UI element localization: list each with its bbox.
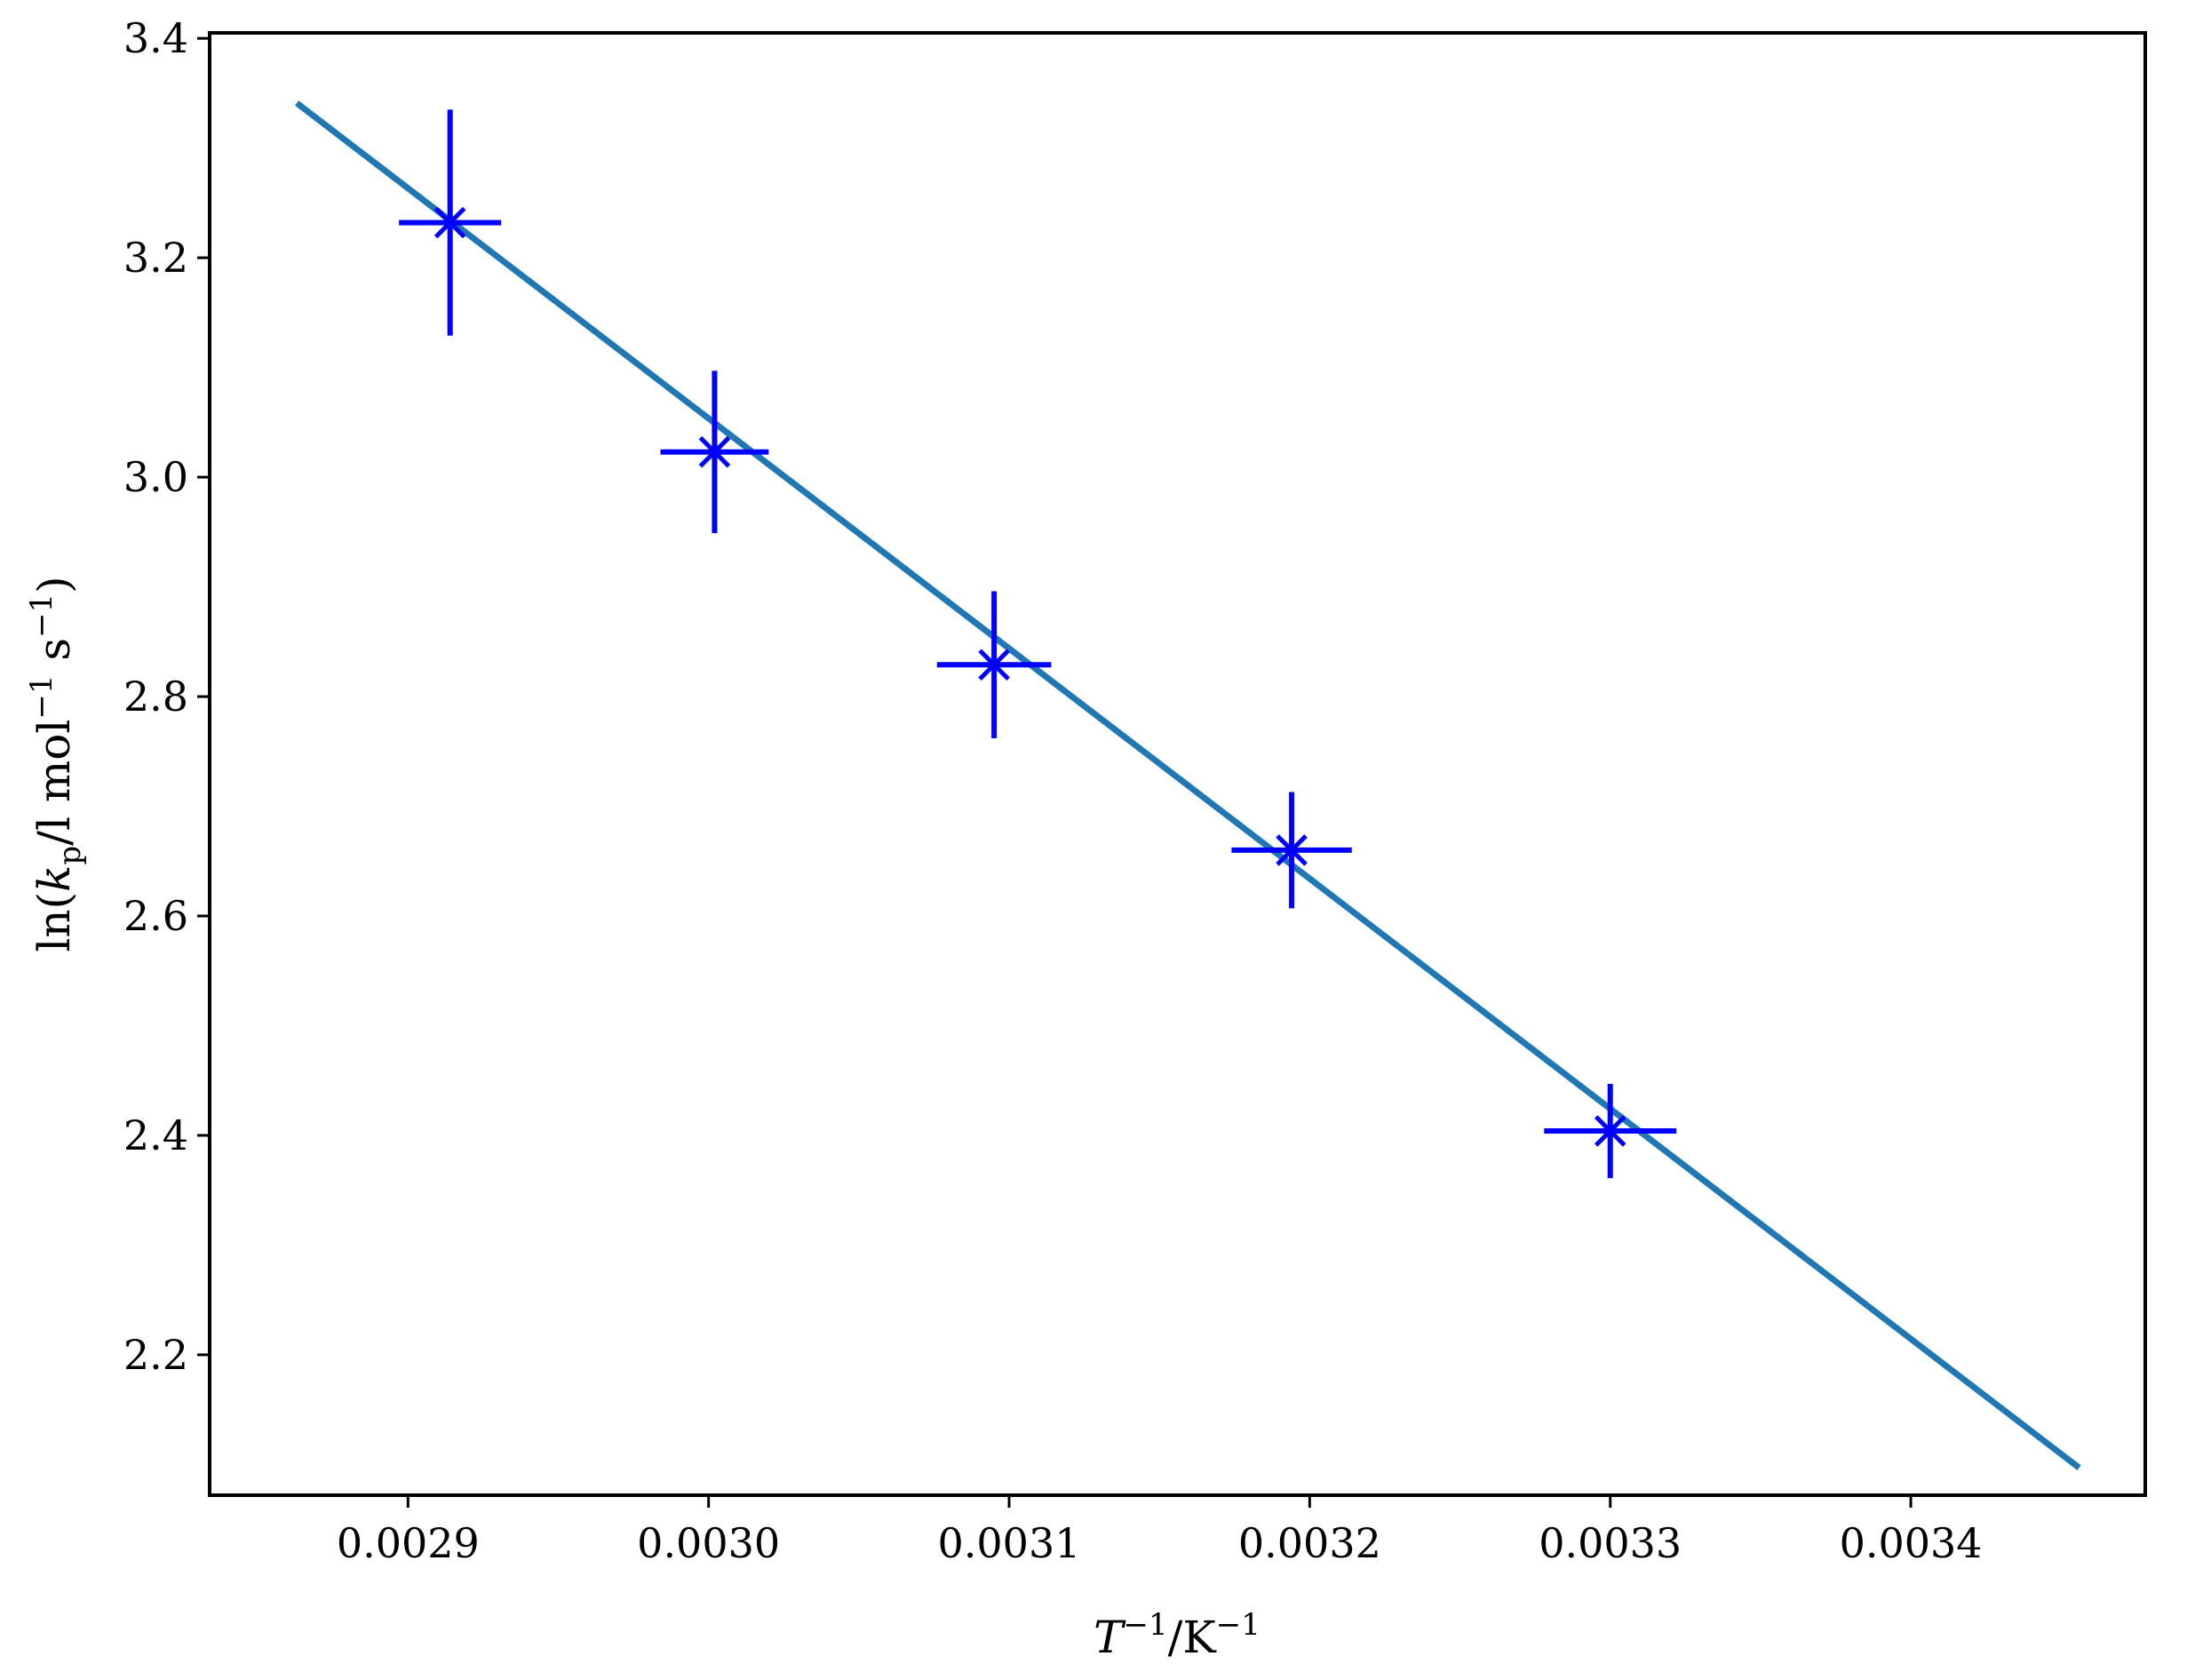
x-tick-label: 0.0032 <box>1238 1519 1381 1567</box>
x-axis-ticks: 0.0029 0.0030 0.0031 0.0032 0.0033 0.0034 <box>337 1495 1983 1567</box>
y-axis-label-variable: k <box>28 865 80 892</box>
x-tick-label: 0.0031 <box>938 1519 1081 1567</box>
x-axis-label-unit: /K <box>1168 1612 1218 1663</box>
y-axis-ticks: 2.2 2.4 2.6 2.8 3.0 3.2 3.4 <box>123 14 210 1379</box>
data-point <box>1231 792 1352 909</box>
y-axis-label-suffix: ) <box>28 576 80 593</box>
x-marker-stroke <box>1594 1115 1626 1147</box>
y-tick-label: 3.0 <box>123 453 188 501</box>
x-axis-label: T−1/K−1 <box>1094 1607 1261 1663</box>
y-axis-label-prefix: ln( <box>28 892 80 952</box>
x-axis-label-variable: T <box>1094 1612 1126 1663</box>
x-tick-label: 0.0033 <box>1539 1519 1682 1567</box>
plot-frame <box>208 31 2147 1497</box>
y-tick-label: 2.8 <box>123 673 188 721</box>
x-marker-stroke <box>433 206 466 239</box>
data-point <box>399 109 502 336</box>
y-axis-label-exponent1: −1 <box>24 675 60 720</box>
y-tick-label: 2.6 <box>123 892 188 940</box>
data-point <box>1544 1083 1677 1179</box>
data-point <box>936 591 1052 738</box>
x-axis-label-unit-exponent: −1 <box>1216 1607 1261 1643</box>
x-marker-stroke <box>1276 834 1308 866</box>
y-tick-label: 2.4 <box>123 1111 188 1159</box>
x-tick-label: 0.0034 <box>1840 1519 1983 1567</box>
x-tick-label: 0.0029 <box>337 1519 480 1567</box>
x-axis-label-exponent: −1 <box>1123 1607 1167 1643</box>
y-axis-label-unit1: /l mol <box>28 720 80 846</box>
x-marker-stroke <box>978 649 1010 681</box>
y-axis-label-subscript: p <box>52 846 88 865</box>
fit-line <box>294 100 2081 1470</box>
y-tick-label: 3.2 <box>123 234 188 282</box>
x-tick-label: 0.0030 <box>637 1519 780 1567</box>
y-tick-label: 2.2 <box>123 1331 188 1379</box>
y-axis-label: ln(kp/l mol−1 s−1) <box>24 576 88 951</box>
data-point <box>660 370 769 534</box>
data-points-layer <box>399 109 1677 1179</box>
y-axis-label-unit2: s <box>28 638 80 675</box>
x-marker-stroke <box>698 435 731 468</box>
y-axis-label-exponent2: −1 <box>24 593 60 638</box>
y-tick-label: 3.4 <box>123 14 188 62</box>
fit-line-layer <box>294 100 2081 1470</box>
